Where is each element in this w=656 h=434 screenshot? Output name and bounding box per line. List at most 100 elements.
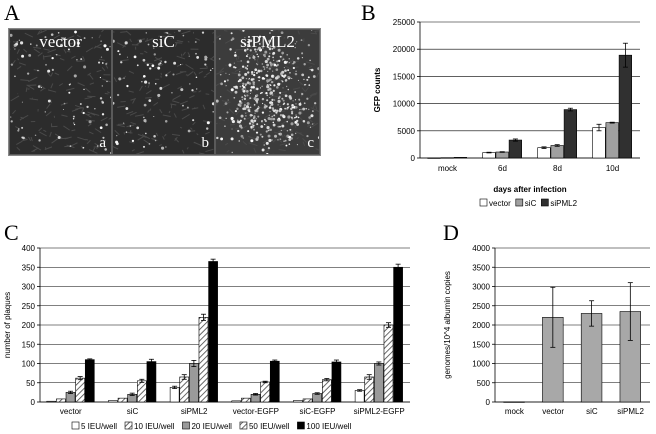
bar	[440, 157, 454, 159]
bar	[169, 387, 180, 403]
x-tick-label: 8d	[553, 164, 562, 173]
x-tick-label: siPML2	[181, 407, 208, 416]
y-tick-label: 25000	[393, 18, 416, 27]
y-tick-label: 350	[22, 263, 36, 272]
bar	[550, 145, 564, 159]
y-tick-label: 0	[31, 398, 36, 407]
y-tick-label: 2000	[472, 321, 490, 330]
y-tick-label: 1500	[472, 340, 490, 349]
bar	[146, 361, 157, 403]
bar	[453, 157, 467, 159]
bar	[605, 122, 619, 159]
bar	[46, 400, 57, 403]
legend-swatch	[182, 421, 190, 430]
bar	[580, 313, 603, 403]
legend-entry: 100 IEU/well	[306, 422, 351, 431]
legend-entry: 50 IEU/well	[249, 422, 290, 431]
x-tick-label: siC	[127, 407, 139, 416]
legend-entry: siPML2	[550, 199, 577, 208]
bar	[189, 363, 199, 403]
y-tick-label: 400	[22, 244, 36, 253]
x-axis-label: days after infection	[493, 185, 566, 194]
bar	[508, 139, 523, 159]
chart-genomes: 0 500 1000 1500 2000 2500 3000 3500 4000 mock vect…	[443, 244, 650, 416]
bar	[364, 376, 375, 403]
bar	[537, 147, 551, 159]
legend-entry: vector	[489, 199, 511, 208]
micrograph-label: siC	[152, 32, 175, 51]
y-tick-label: 250	[22, 302, 36, 311]
bar	[503, 401, 525, 403]
chart-gfp-counts: 0 5000 10000 15000 20000 25000 mock 6d 8d 10d GFP …	[373, 18, 640, 208]
y-tick-label: 100	[22, 360, 36, 369]
y-tick-label: 2500	[472, 302, 490, 311]
legend-entry: 10 IEU/well	[134, 422, 175, 431]
y-tick-label: 10000	[393, 100, 416, 109]
x-tick-label: 6d	[498, 164, 507, 173]
micrograph-strip: vector a siC b siPML2 c	[8, 28, 321, 156]
bar	[179, 376, 190, 403]
y-tick-label: 0	[486, 398, 491, 407]
bar	[495, 151, 509, 159]
x-tick-label: siC-EGFP	[300, 407, 336, 416]
micrograph-sublabel: a	[99, 135, 106, 151]
bar	[618, 54, 633, 159]
bar	[269, 360, 280, 403]
bar	[302, 398, 313, 403]
x-tick-label: vector	[542, 407, 564, 416]
bar	[75, 377, 85, 403]
y-tick-label: 1000	[472, 360, 490, 369]
y-tick-label: 3500	[472, 263, 490, 272]
panel-letter-c: C	[4, 220, 19, 245]
legend-swatch	[541, 198, 549, 207]
bar	[482, 152, 496, 159]
y-tick-label: 5000	[397, 127, 415, 136]
micrograph-sublabel: b	[201, 135, 210, 151]
bar	[383, 324, 394, 403]
bar	[198, 317, 209, 403]
bar	[374, 363, 384, 403]
bar	[592, 127, 606, 159]
bar	[354, 390, 365, 403]
legend-swatch	[124, 421, 133, 430]
bar	[260, 381, 270, 403]
y-axis-label: number of plaques	[3, 292, 12, 358]
micrograph-sublabel: c	[307, 135, 314, 151]
micrograph-label: vector	[39, 32, 82, 51]
y-axis-label: genomes/10^4 albumin copies	[443, 271, 452, 379]
bar	[563, 109, 578, 159]
y-tick-label: 200	[22, 321, 36, 330]
y-tick-label: 15000	[393, 72, 416, 81]
x-tick-label: 10d	[606, 164, 619, 173]
panel-letter-d: D	[443, 220, 459, 245]
x-tick-label: siPML2	[617, 407, 644, 416]
y-tick-label: 50	[26, 379, 35, 388]
y-tick-label: 4000	[472, 244, 490, 253]
legend-entry: siC	[525, 199, 537, 208]
bar	[137, 380, 147, 403]
bar	[393, 266, 403, 403]
micrograph-vector: vector a	[10, 30, 111, 154]
bar	[331, 361, 342, 403]
micrograph-sic: siC b	[113, 30, 214, 154]
panel-letter-b: B	[361, 0, 376, 25]
legend-swatch	[479, 198, 488, 207]
bar	[84, 359, 95, 403]
bar	[56, 398, 66, 403]
y-tick-label: 300	[22, 283, 36, 292]
legend-swatch	[297, 421, 305, 430]
bar	[312, 393, 323, 403]
x-tick-label: mock	[438, 164, 458, 173]
y-tick-label: 500	[477, 379, 491, 388]
micrograph-label: siPML2	[240, 32, 295, 51]
bar	[108, 400, 118, 403]
x-tick-label: siC	[586, 407, 598, 416]
y-tick-label: 20000	[393, 45, 416, 54]
micrograph-sipml2: siPML2 c	[216, 30, 319, 154]
chart-plaques: 0 50 100 150 200 250 300 350 400 vector siC siPML2 v…	[3, 244, 410, 431]
legend-swatch	[71, 421, 80, 430]
bar	[241, 397, 251, 403]
x-tick-label: mock	[505, 407, 525, 416]
y-tick-label: 0	[411, 154, 416, 163]
x-tick-label: vector	[60, 407, 82, 416]
